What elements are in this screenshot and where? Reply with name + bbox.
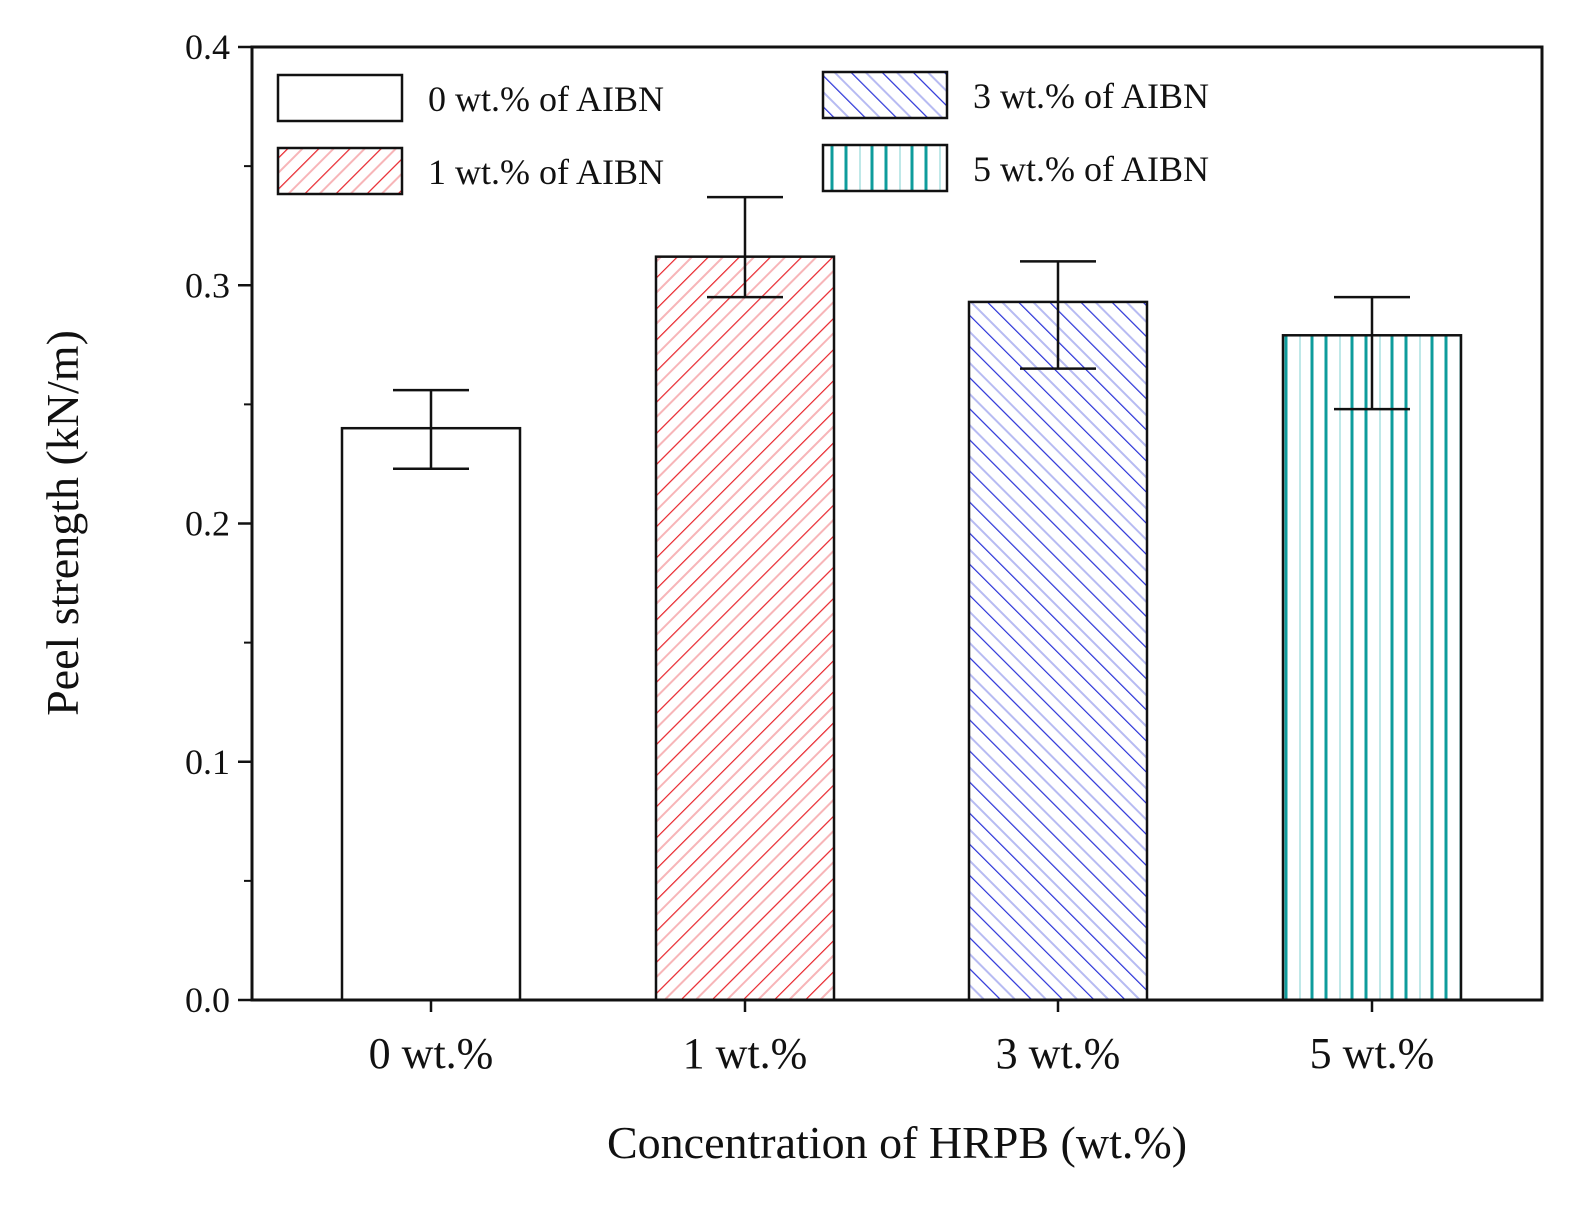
legend-swatch-2	[276, 146, 404, 196]
y-tick-label-3: 0.2	[185, 504, 230, 544]
y-axis: 0.0 0.1 0.2 0.3 0.4	[185, 27, 252, 1020]
bars-layer	[340, 255, 1463, 1002]
y-axis-title: Peel strength (kN/m)	[37, 330, 88, 716]
legend: 0 wt.% of AIBN 1 wt.% of AIBN 3 wt.% of AI…	[276, 70, 1209, 196]
legend-label-2: 1 wt.% of AIBN	[428, 152, 664, 192]
x-axis: 0 wt.% 1 wt.% 3 wt.% 5 wt.%	[369, 1000, 1435, 1078]
x-tick-label-2: 1 wt.%	[683, 1029, 808, 1078]
legend-label-4: 5 wt.% of AIBN	[973, 149, 1209, 189]
y-tick-label-1: 0.0	[185, 980, 230, 1020]
bar-3	[967, 300, 1149, 1002]
bar-1	[340, 426, 522, 1002]
bar-4	[1281, 334, 1463, 1002]
error-bars-layer	[393, 195, 1410, 470]
y-tick-label-4: 0.3	[185, 265, 230, 305]
legend-label-1: 0 wt.% of AIBN	[428, 79, 664, 119]
legend-label-3: 3 wt.% of AIBN	[973, 76, 1209, 116]
legend-swatch-4	[821, 143, 949, 193]
y-tick-label-5: 0.4	[185, 27, 230, 67]
y-tick-label-2: 0.1	[185, 742, 230, 782]
legend-swatch-3	[821, 70, 949, 120]
x-axis-title: Concentration of HRPB (wt.%)	[607, 1117, 1187, 1168]
bar-2	[654, 255, 836, 1002]
x-tick-label-3: 3 wt.%	[996, 1029, 1121, 1078]
legend-swatch-1	[276, 73, 404, 123]
x-tick-label-1: 0 wt.%	[369, 1029, 494, 1078]
x-tick-label-4: 5 wt.%	[1310, 1029, 1435, 1078]
